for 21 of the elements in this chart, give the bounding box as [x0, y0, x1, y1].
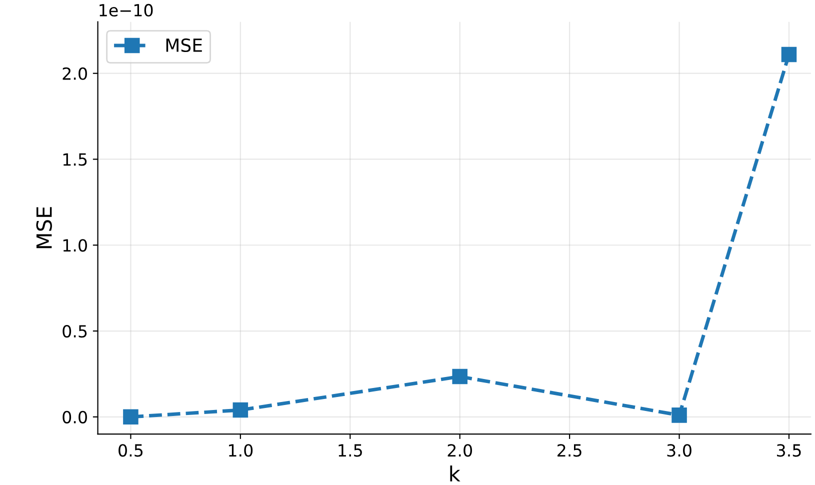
x-tick-label: 2.5: [558, 444, 582, 457]
y-tick-label: 0.5: [62, 324, 87, 338]
point: [123, 409, 138, 425]
x-tick-label: 2.0: [448, 444, 472, 457]
x-axis-title: k: [450, 465, 460, 482]
x-tick-label: 3.0: [667, 444, 692, 457]
x-tick-label: 0.5: [118, 444, 143, 457]
point: [452, 368, 468, 384]
x-tick-label: 1.5: [338, 444, 362, 457]
y-tick-label: 1.5: [63, 153, 87, 166]
x-tick-label: 3.5: [777, 444, 801, 457]
y-tick-label: 1.0: [63, 239, 87, 252]
legend-label: MSE: [166, 38, 202, 52]
y-axis-title: MSE: [36, 207, 52, 248]
y-tick-label: 0.0: [62, 410, 87, 424]
point: [232, 402, 248, 418]
text: 1e−10: [100, 4, 153, 17]
point: [781, 46, 797, 62]
x-tick-label: 1.0: [229, 444, 253, 457]
y-tick-label: 2.0: [62, 67, 87, 80]
point: [672, 408, 687, 423]
